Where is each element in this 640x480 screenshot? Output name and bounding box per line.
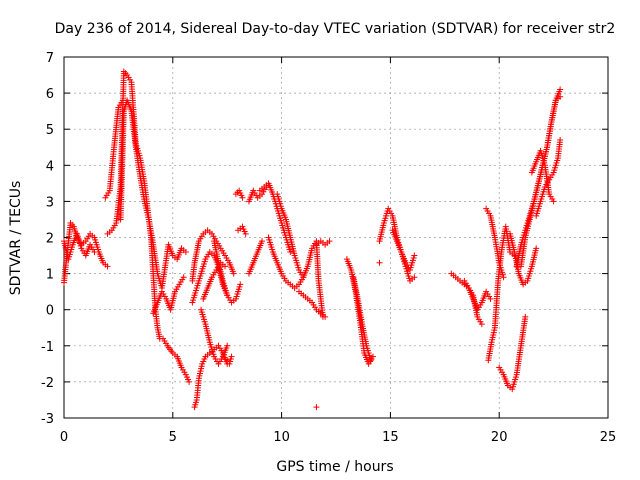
data-point bbox=[557, 137, 564, 144]
y-tick-label: 5 bbox=[46, 123, 54, 138]
data-point bbox=[557, 93, 564, 100]
y-tick-label: 7 bbox=[46, 51, 54, 66]
data-point bbox=[500, 274, 507, 281]
y-axis-label: SDTVAR / TECUs bbox=[8, 181, 24, 296]
data-point bbox=[522, 313, 529, 320]
data-point bbox=[230, 270, 237, 277]
x-tick-label: 5 bbox=[169, 430, 177, 445]
y-tick-labels: -3 -2 -1 0 1 2 3 4 5 6 7 bbox=[41, 51, 54, 427]
data-point bbox=[180, 274, 187, 281]
data-point bbox=[550, 198, 557, 205]
x-tick-label: 10 bbox=[273, 430, 290, 445]
data-point bbox=[326, 238, 333, 245]
data-point bbox=[186, 378, 193, 385]
data-point bbox=[411, 274, 418, 281]
x-tick-labels: 0 5 10 15 20 25 bbox=[60, 430, 616, 445]
y-tick-label: -1 bbox=[41, 340, 54, 355]
x-tick-label: 25 bbox=[600, 430, 617, 445]
x-tick-label: 0 bbox=[60, 430, 68, 445]
y-tick-label: 3 bbox=[46, 195, 54, 210]
data-point bbox=[104, 263, 111, 270]
y-tick-label: -2 bbox=[41, 376, 54, 391]
y-tick-label: -3 bbox=[41, 412, 54, 427]
y-tick-label: 2 bbox=[46, 232, 54, 247]
y-tick-label: 4 bbox=[46, 159, 54, 174]
y-tick-label: 1 bbox=[46, 268, 54, 283]
data-point bbox=[313, 404, 320, 411]
y-tick-label: 0 bbox=[46, 304, 54, 319]
data-point bbox=[222, 263, 229, 270]
data-points bbox=[61, 68, 564, 411]
data-point bbox=[533, 245, 540, 252]
data-point bbox=[91, 248, 98, 255]
data-point bbox=[367, 357, 374, 364]
data-point bbox=[287, 248, 294, 255]
data-point bbox=[478, 321, 485, 328]
data-point bbox=[242, 230, 249, 237]
data-point bbox=[182, 248, 189, 255]
x-axis-label: GPS time / hours bbox=[276, 459, 393, 475]
data-point bbox=[487, 295, 494, 302]
data-point bbox=[239, 194, 246, 201]
data-point bbox=[119, 97, 126, 104]
x-tick-label: 15 bbox=[382, 430, 399, 445]
axis-ticks bbox=[63, 56, 609, 419]
data-point bbox=[369, 353, 376, 360]
data-point bbox=[557, 86, 564, 93]
data-point bbox=[259, 238, 266, 245]
data-point bbox=[411, 252, 418, 259]
y-tick-label: 6 bbox=[46, 87, 54, 102]
data-point bbox=[322, 313, 329, 320]
data-point bbox=[228, 353, 235, 360]
x-tick-label: 20 bbox=[491, 430, 508, 445]
data-point bbox=[376, 259, 383, 266]
chart-title: Day 236 of 2014, Sidereal Day-to-day VTE… bbox=[55, 21, 616, 37]
data-point bbox=[237, 281, 244, 288]
data-point bbox=[224, 357, 231, 364]
data-point bbox=[224, 342, 231, 349]
